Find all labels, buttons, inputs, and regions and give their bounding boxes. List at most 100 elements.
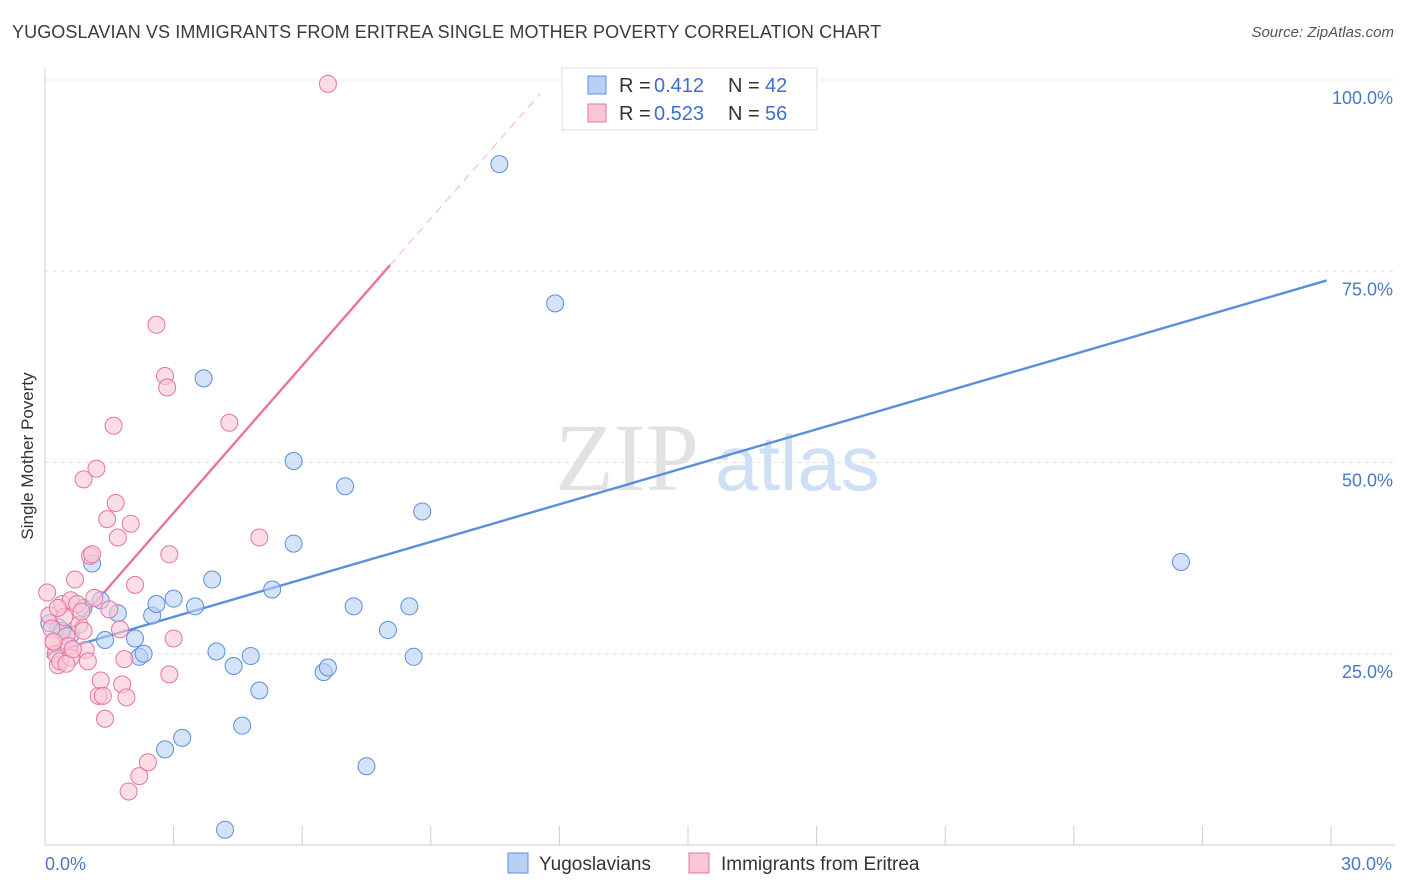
point-yugoslavian-7 xyxy=(126,629,145,648)
point-yugoslavian-14 xyxy=(173,728,192,747)
bottom-legend-swatch-eritrea xyxy=(688,852,710,874)
legend-r-label-2: R = xyxy=(619,103,651,125)
point-eritrea-45 xyxy=(158,378,177,397)
point-eritrea-34 xyxy=(111,620,130,639)
x-tick-label-min: 0.0% xyxy=(45,854,86,874)
point-yugoslavian-37 xyxy=(546,294,565,313)
point-eritrea-48 xyxy=(160,665,179,684)
point-yugoslavian-31 xyxy=(357,757,376,776)
point-eritrea-52 xyxy=(44,632,63,651)
legend-swatch-yugoslavians xyxy=(587,75,607,95)
stats-legend: R = 0.412 N = 42 R = 0.523 N = 56 xyxy=(561,67,818,131)
point-yugoslavian-36 xyxy=(490,155,509,174)
y-tick-label-75: 75.0% xyxy=(1342,279,1393,299)
x-axis-ticks xyxy=(173,826,1332,845)
point-eritrea-17 xyxy=(74,470,93,489)
point-yugoslavian-15 xyxy=(186,597,205,616)
point-yugoslavian-11 xyxy=(147,595,166,614)
point-eritrea-30 xyxy=(100,600,119,619)
y-tick-label-100: 100.0% xyxy=(1332,88,1393,108)
point-yugoslavian-23 xyxy=(250,681,269,700)
point-yugoslavian-9 xyxy=(134,644,153,663)
point-eritrea-0 xyxy=(38,583,57,602)
point-yugoslavian-24 xyxy=(263,580,282,599)
point-eritrea-22 xyxy=(83,545,102,564)
point-eritrea-50 xyxy=(250,528,269,547)
point-eritrea-51 xyxy=(318,74,337,93)
point-eritrea-47 xyxy=(164,629,183,648)
trend-line-extension-eritrea xyxy=(389,93,541,266)
data-points xyxy=(38,74,1190,839)
point-eritrea-32 xyxy=(106,494,125,513)
point-yugoslavian-5 xyxy=(96,630,115,649)
bottom-legend-swatch-yugoslavians xyxy=(507,852,529,874)
legend-n-value-2: 56 xyxy=(765,103,787,125)
point-yugoslavian-32 xyxy=(378,621,397,640)
point-eritrea-54 xyxy=(48,598,67,617)
point-eritrea-19 xyxy=(78,652,97,671)
y-tick-label-50: 50.0% xyxy=(1342,471,1393,491)
bottom-legend-eritrea: Immigrants from Eritrea xyxy=(721,854,920,875)
trend-lines xyxy=(46,93,1328,659)
point-eritrea-46 xyxy=(160,545,179,564)
trend-line-yugoslavians xyxy=(46,279,1328,655)
point-eritrea-28 xyxy=(96,709,115,728)
legend-r-value-1: 0.412 xyxy=(654,75,704,97)
gridlines xyxy=(45,79,1395,655)
point-eritrea-40 xyxy=(126,575,145,594)
bottom-legend-yugoslavians: Yugoslavians xyxy=(539,854,651,875)
watermark-atlas: atlas xyxy=(715,419,880,507)
point-eritrea-33 xyxy=(108,528,127,547)
x-tick-label-max: 30.0% xyxy=(1341,854,1392,874)
y-tick-label-25: 25.0% xyxy=(1342,662,1393,682)
point-eritrea-42 xyxy=(138,753,157,772)
point-yugoslavian-16 xyxy=(194,369,213,388)
point-eritrea-55 xyxy=(63,640,82,659)
point-yugoslavian-30 xyxy=(344,597,363,616)
point-yugoslavian-25 xyxy=(284,451,303,470)
legend-n-label-2: N = xyxy=(728,103,760,125)
y-tick-labels: 25.0% 50.0% 75.0% 100.0% xyxy=(1332,88,1393,682)
point-yugoslavian-33 xyxy=(400,597,419,616)
point-yugoslavian-28 xyxy=(318,658,337,677)
point-eritrea-41 xyxy=(130,767,149,786)
point-eritrea-13 xyxy=(66,570,85,589)
point-yugoslavian-29 xyxy=(336,477,355,496)
legend-swatch-eritrea xyxy=(587,103,607,123)
chart-title: YUGOSLAVIAN VS IMMIGRANTS FROM ERITREA S… xyxy=(12,22,882,42)
watermark-zip: ZIP xyxy=(555,404,699,511)
point-yugoslavian-19 xyxy=(216,820,235,839)
point-eritrea-37 xyxy=(117,688,136,707)
point-eritrea-20 xyxy=(74,621,93,640)
y-axis-label: Single Mother Poverty xyxy=(18,372,37,540)
point-eritrea-43 xyxy=(147,315,166,334)
point-yugoslavian-26 xyxy=(284,534,303,553)
point-eritrea-38 xyxy=(119,782,138,801)
point-eritrea-49 xyxy=(220,413,239,432)
point-eritrea-39 xyxy=(121,514,140,533)
point-yugoslavian-18 xyxy=(207,642,226,661)
point-yugoslavian-39 xyxy=(1171,552,1190,571)
point-eritrea-16 xyxy=(72,602,91,621)
point-eritrea-36 xyxy=(115,650,134,669)
point-yugoslavian-13 xyxy=(164,589,183,608)
point-eritrea-24 xyxy=(87,459,106,478)
point-eritrea-31 xyxy=(104,416,123,435)
point-eritrea-27 xyxy=(93,686,112,705)
legend-r-value-2: 0.523 xyxy=(654,103,704,125)
legend-n-value-1: 42 xyxy=(765,75,787,97)
point-yugoslavian-12 xyxy=(156,740,175,759)
point-eritrea-26 xyxy=(91,671,110,690)
point-yugoslavian-20 xyxy=(224,656,243,675)
chart-source: Source: ZipAtlas.com xyxy=(1251,24,1394,41)
legend-r-label-1: R = xyxy=(619,75,651,97)
point-eritrea-29 xyxy=(98,510,117,529)
series-legend: Yugoslavians Immigrants from Eritrea xyxy=(507,852,920,875)
point-yugoslavian-34 xyxy=(404,647,423,666)
point-yugoslavian-17 xyxy=(203,570,222,589)
point-yugoslavian-22 xyxy=(241,647,260,666)
legend-n-label-1: N = xyxy=(728,75,760,97)
point-eritrea-23 xyxy=(85,588,104,607)
point-yugoslavian-21 xyxy=(233,716,252,735)
